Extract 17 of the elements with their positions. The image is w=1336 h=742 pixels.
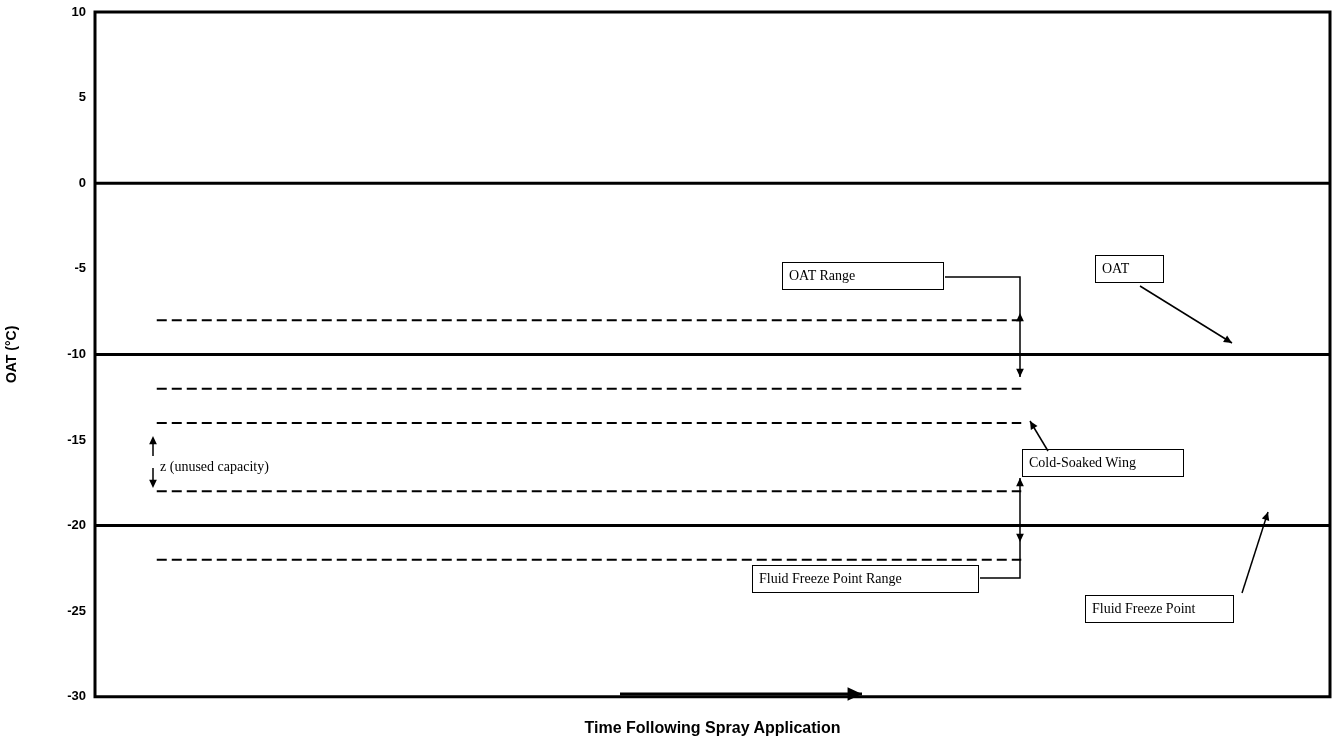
y-axis-title: OAT (°C) [3, 325, 20, 384]
y-tick-label: -25 [67, 602, 86, 618]
y-tick-label: 0 [78, 174, 86, 190]
y-tick-label: -30 [67, 688, 86, 704]
y-tick-label: -10 [67, 345, 86, 361]
annotation: Fluid Freeze Point [1085, 595, 1234, 623]
annotation: Cold-Soaked Wing [1022, 449, 1184, 477]
annotation: Fluid Freeze Point Range [752, 565, 979, 593]
y-tick-label: -5 [74, 260, 86, 276]
annotation: OAT [1095, 255, 1164, 283]
y-tick-label: -20 [67, 517, 86, 533]
y-tick-label: -15 [67, 431, 86, 447]
annotation: z (unused capacity) [160, 459, 269, 475]
y-tick-label: 5 [78, 89, 86, 105]
y-tick-label: 10 [71, 3, 86, 19]
annotation: OAT Range [782, 262, 944, 290]
x-axis-title: Time Following Spray Application [584, 718, 841, 736]
